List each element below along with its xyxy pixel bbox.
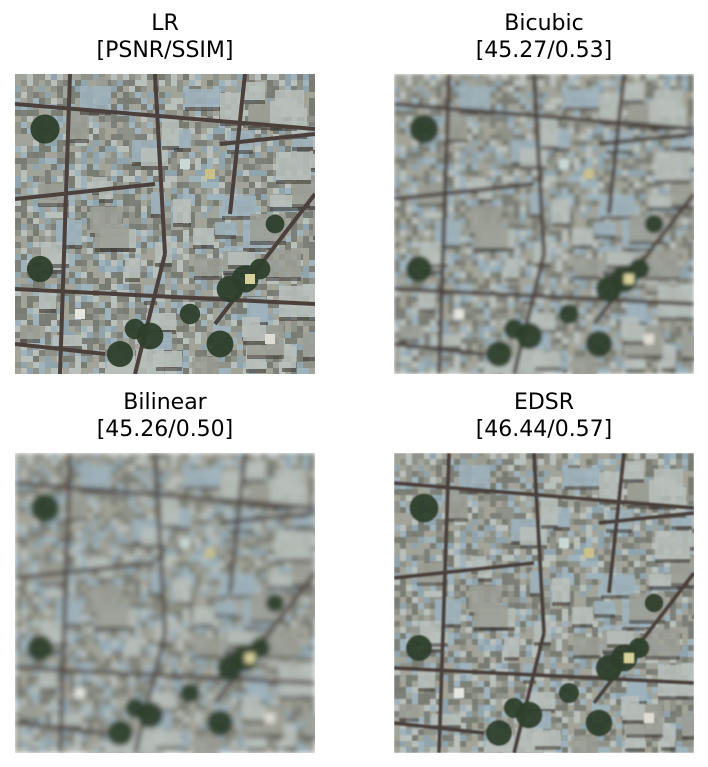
panel-metrics-bicubic: [45.27/0.53]	[475, 38, 613, 63]
panel-caption-edsr: EDSR [46.44/0.57]	[394, 389, 694, 443]
panel-caption-bilinear: Bilinear [45.26/0.50]	[15, 389, 315, 443]
satellite-image-bicubic	[394, 74, 694, 374]
satellite-image-bicubic-svg	[394, 74, 694, 374]
panel-title-bicubic: Bicubic	[504, 11, 584, 36]
panel-title-lr: LR	[151, 11, 179, 36]
satellite-scene	[394, 453, 694, 753]
satellite-image-edsr-svg	[394, 453, 694, 753]
panel-caption-lr: LR [PSNR/SSIM]	[15, 10, 315, 64]
panel-title-bilinear: Bilinear	[123, 390, 207, 415]
panel-metrics-edsr: [46.44/0.57]	[475, 417, 613, 442]
satellite-image-lr-svg	[15, 74, 315, 374]
satellite-image-lr	[15, 74, 315, 374]
panel-title-edsr: EDSR	[513, 390, 575, 415]
panel-metrics-lr: [PSNR/SSIM]	[96, 38, 234, 63]
satellite-image-bilinear	[15, 453, 315, 753]
satellite-image-bilinear-svg	[15, 453, 315, 753]
panel-caption-bicubic: Bicubic [45.27/0.53]	[394, 10, 694, 64]
satellite-scene	[15, 453, 315, 753]
satellite-scene	[394, 74, 694, 374]
satellite-scene	[15, 74, 315, 374]
satellite-image-edsr	[394, 453, 694, 753]
panel-metrics-bilinear: [45.26/0.50]	[96, 417, 234, 442]
